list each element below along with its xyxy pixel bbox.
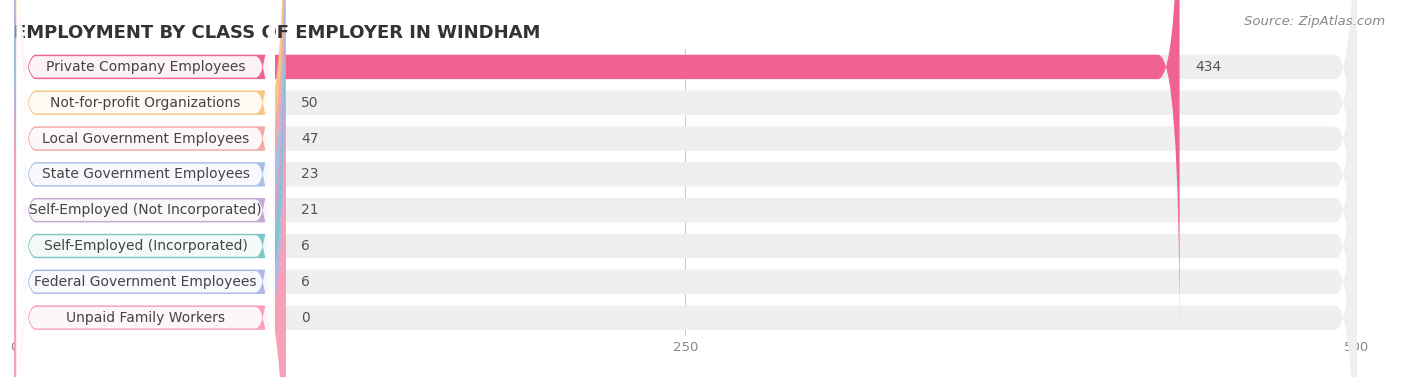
FancyBboxPatch shape: [17, 0, 274, 377]
Text: 50: 50: [301, 96, 319, 110]
Text: Local Government Employees: Local Government Employees: [42, 132, 249, 146]
Text: Not-for-profit Organizations: Not-for-profit Organizations: [51, 96, 240, 110]
Text: Federal Government Employees: Federal Government Employees: [34, 275, 257, 289]
FancyBboxPatch shape: [17, 0, 274, 377]
Text: Self-Employed (Incorporated): Self-Employed (Incorporated): [44, 239, 247, 253]
Text: EMPLOYMENT BY CLASS OF EMPLOYER IN WINDHAM: EMPLOYMENT BY CLASS OF EMPLOYER IN WINDH…: [14, 24, 540, 42]
FancyBboxPatch shape: [17, 0, 274, 343]
FancyBboxPatch shape: [17, 78, 274, 377]
Text: Source: ZipAtlas.com: Source: ZipAtlas.com: [1244, 15, 1385, 28]
FancyBboxPatch shape: [14, 43, 1357, 377]
FancyBboxPatch shape: [14, 0, 285, 377]
Text: 0: 0: [301, 311, 311, 325]
Text: Unpaid Family Workers: Unpaid Family Workers: [66, 311, 225, 325]
FancyBboxPatch shape: [14, 8, 285, 377]
FancyBboxPatch shape: [14, 43, 285, 377]
Text: State Government Employees: State Government Employees: [42, 167, 250, 181]
FancyBboxPatch shape: [14, 0, 285, 377]
Text: 6: 6: [301, 275, 311, 289]
FancyBboxPatch shape: [14, 0, 285, 377]
Text: Self-Employed (Not Incorporated): Self-Employed (Not Incorporated): [30, 203, 262, 217]
FancyBboxPatch shape: [14, 0, 285, 377]
FancyBboxPatch shape: [14, 0, 1357, 377]
FancyBboxPatch shape: [17, 6, 274, 377]
FancyBboxPatch shape: [14, 0, 1357, 377]
Text: 47: 47: [301, 132, 319, 146]
FancyBboxPatch shape: [14, 0, 1180, 341]
Text: 21: 21: [301, 203, 319, 217]
Text: 434: 434: [1195, 60, 1222, 74]
FancyBboxPatch shape: [14, 8, 1357, 377]
Text: 23: 23: [301, 167, 319, 181]
FancyBboxPatch shape: [14, 0, 1357, 377]
FancyBboxPatch shape: [14, 0, 285, 377]
FancyBboxPatch shape: [14, 0, 1357, 377]
Text: Private Company Employees: Private Company Employees: [46, 60, 246, 74]
FancyBboxPatch shape: [14, 0, 1357, 377]
FancyBboxPatch shape: [14, 0, 1357, 341]
Text: 6: 6: [301, 239, 311, 253]
FancyBboxPatch shape: [17, 42, 274, 377]
FancyBboxPatch shape: [17, 0, 274, 377]
FancyBboxPatch shape: [17, 0, 274, 307]
